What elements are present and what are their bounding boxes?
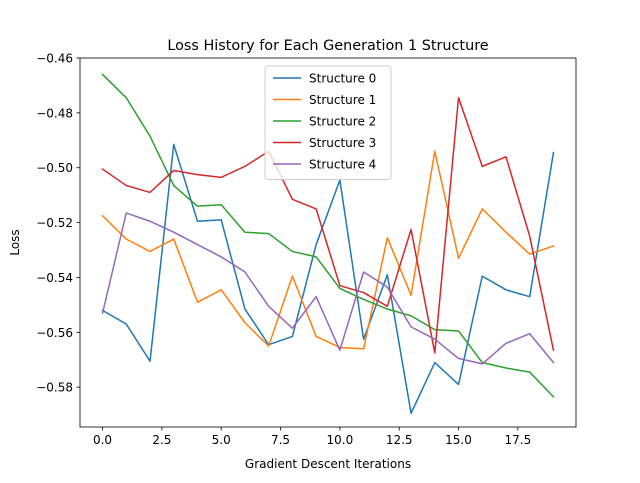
series-line-structure-1: [101, 150, 555, 350]
x-tick-label: 2.5: [152, 433, 171, 447]
y-axis-ticks: −0.58 −0.56 −0.54 −0.52 −0.50 −0.48 −0.46: [36, 52, 80, 395]
legend-label: Structure 3: [309, 136, 376, 150]
series-line-structure-3: [101, 97, 555, 354]
y-axis-label: Loss: [8, 229, 22, 255]
x-tick-label: 5.0: [212, 433, 231, 447]
legend-box: [264, 65, 392, 180]
chart-title: Loss History for Each Generation 1 Struc…: [167, 38, 488, 54]
legend-label: Structure 0: [309, 72, 376, 86]
y-tick-label: −0.46: [36, 52, 73, 66]
y-tick-label: −0.50: [36, 161, 73, 175]
series-line-structure-0: [101, 143, 555, 415]
legend-label: Structure 2: [309, 115, 376, 129]
legend-label: Structure 4: [309, 158, 376, 172]
x-tick-label: 0.0: [93, 433, 112, 447]
y-tick-label: −0.56: [36, 326, 73, 340]
x-tick-label: 12.5: [386, 433, 413, 447]
y-tick-label: −0.54: [36, 271, 73, 285]
x-tick-label: 17.5: [504, 433, 531, 447]
legend-label: Structure 1: [309, 93, 376, 107]
legend: Structure 0 Structure 1 Structure 2 Structu…: [264, 65, 392, 180]
y-tick-label: −0.48: [36, 106, 73, 120]
y-tick-label: −0.52: [36, 216, 73, 230]
series-layer: [101, 73, 555, 415]
x-axis-label: Gradient Descent Iterations: [245, 457, 411, 471]
x-tick-label: 10.0: [327, 433, 354, 447]
series-line-structure-2: [101, 73, 555, 398]
y-tick-label: −0.58: [36, 381, 73, 395]
series-line-structure-4: [101, 212, 555, 365]
axes-frame: [79, 57, 577, 428]
x-axis-ticks: 0.0 2.5 5.0 7.5 10.0 12.5 15.0 17.5: [93, 427, 531, 447]
x-tick-label: 15.0: [445, 433, 472, 447]
x-tick-label: 7.5: [271, 433, 290, 447]
